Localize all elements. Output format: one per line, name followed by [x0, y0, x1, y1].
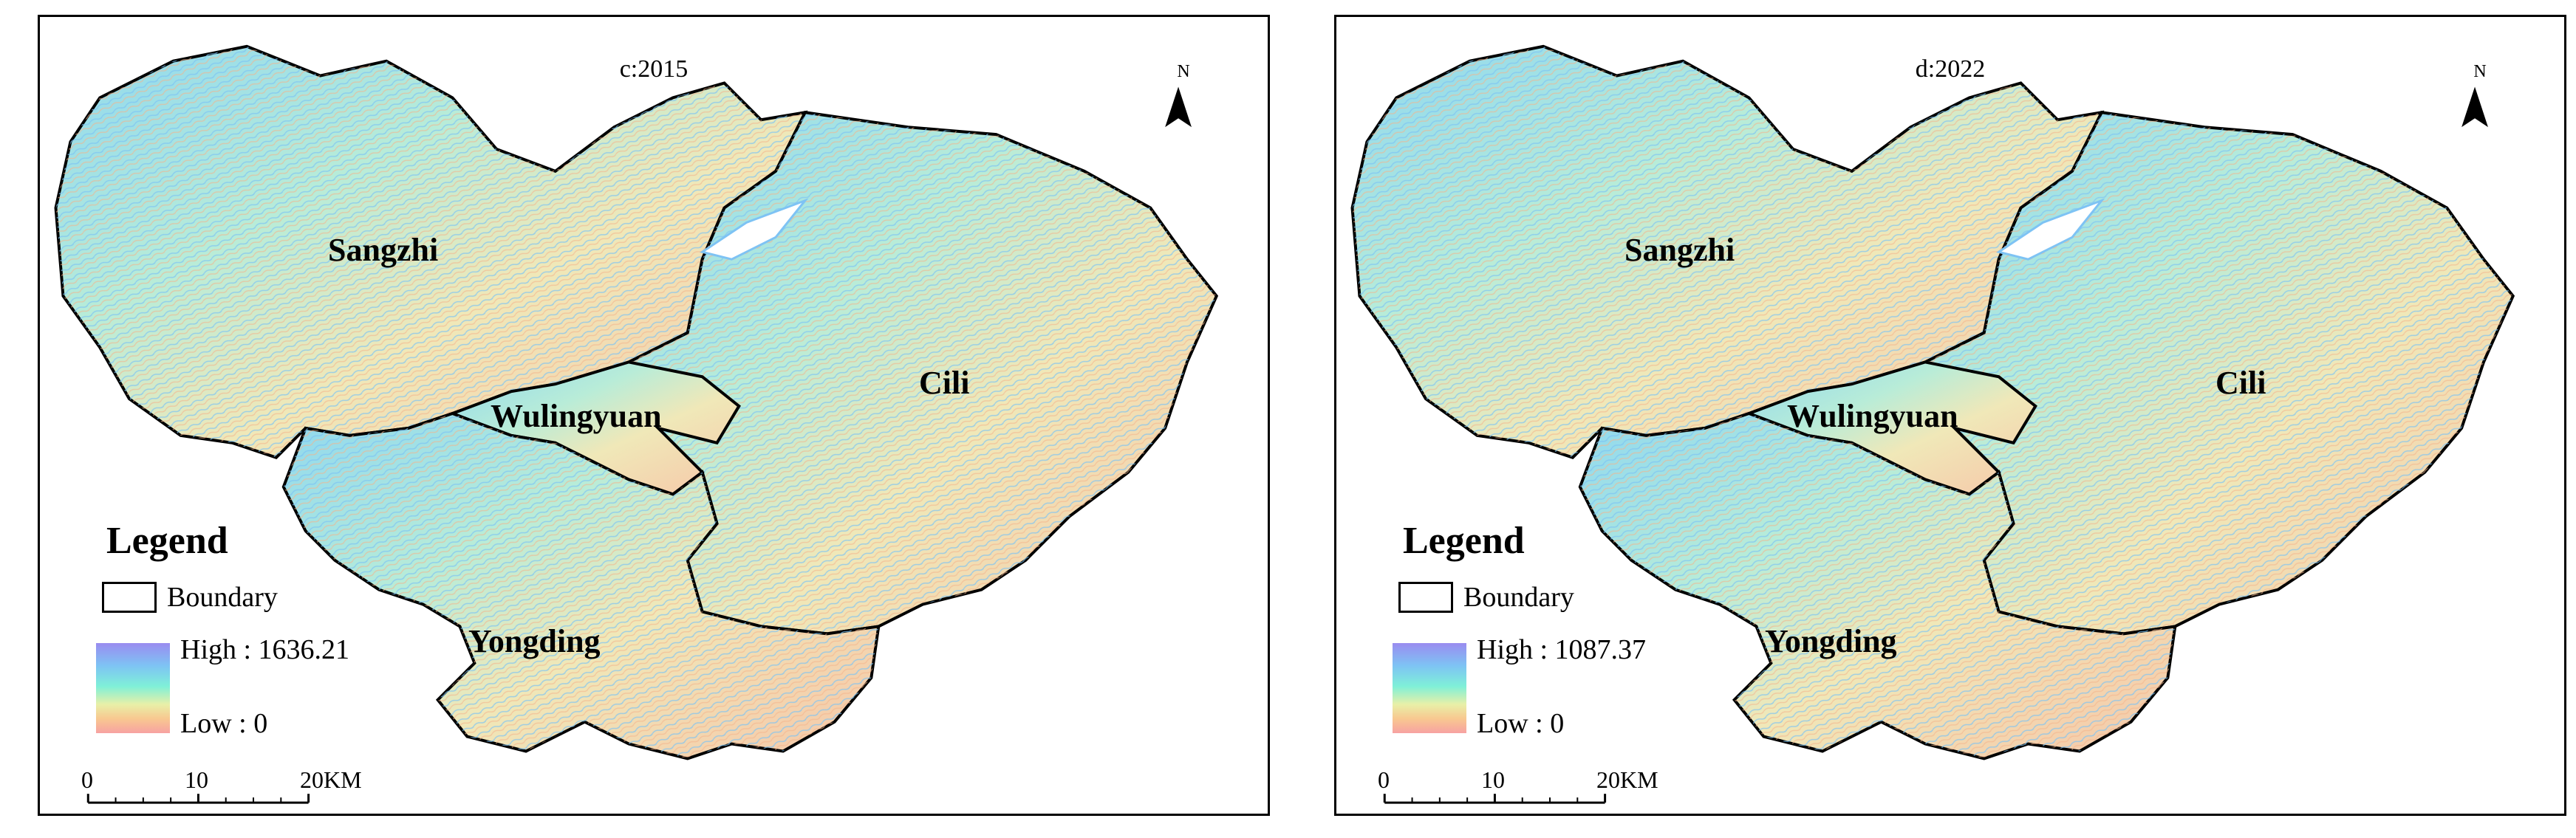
scale-tick-20: 20KM	[1596, 766, 1658, 793]
scale-tick-0: 0	[81, 766, 93, 793]
north-indicator: N	[2458, 63, 2502, 80]
legend-high-label: High : 1087.37	[1477, 634, 1647, 665]
study-area-map	[54, 44, 1219, 804]
region-label-yongding: Yongding	[1765, 623, 1897, 659]
legend-low-label: Low : 0	[180, 708, 268, 739]
map-panel-2022: d:2022 N Sangzhi Wulingyuan Cili Yongdin…	[1334, 15, 2566, 816]
legend-boundary-swatch	[102, 582, 157, 613]
north-indicator: N	[1161, 63, 1206, 80]
scale-tick-20: 20KM	[300, 766, 362, 793]
legend-color-ramp	[96, 643, 170, 733]
region-label-sangzhi: Sangzhi	[1624, 232, 1735, 268]
region-label-wulingyuan: Wulingyuan	[491, 398, 662, 434]
scale-tick-10: 10	[185, 766, 208, 793]
panel-title: c:2015	[619, 55, 689, 83]
legend-high-label: High : 1636.21	[180, 634, 350, 665]
region-label-yongding: Yongding	[468, 623, 601, 659]
panel-title: d:2022	[1915, 55, 1986, 83]
legend-low-label: Low : 0	[1477, 708, 1565, 739]
scale-bar	[86, 794, 310, 804]
legend-title: Legend	[106, 520, 228, 562]
north-label: N	[2473, 62, 2487, 81]
north-arrow-icon	[1165, 86, 1192, 128]
region-label-cili: Cili	[2215, 365, 2266, 401]
scale-tick-0: 0	[1378, 766, 1390, 793]
region-label-sangzhi: Sangzhi	[328, 232, 439, 268]
legend-color-ramp	[1393, 643, 1466, 733]
legend-boundary-label: Boundary	[1463, 582, 1574, 613]
legend-title: Legend	[1403, 520, 1525, 562]
scale-bar	[1383, 794, 1607, 804]
map-panel-2015: c:2015 N Sangzhi Wulingyuan Cili Yongdin…	[38, 15, 1270, 816]
legend-boundary-label: Boundary	[167, 582, 278, 613]
north-arrow-icon	[2461, 86, 2488, 128]
scale-tick-10: 10	[1481, 766, 1505, 793]
region-label-cili: Cili	[919, 365, 970, 401]
legend-boundary-swatch	[1398, 582, 1453, 613]
study-area-map	[1350, 44, 2515, 804]
region-label-wulingyuan: Wulingyuan	[1787, 398, 1958, 434]
north-label: N	[1177, 62, 1190, 81]
